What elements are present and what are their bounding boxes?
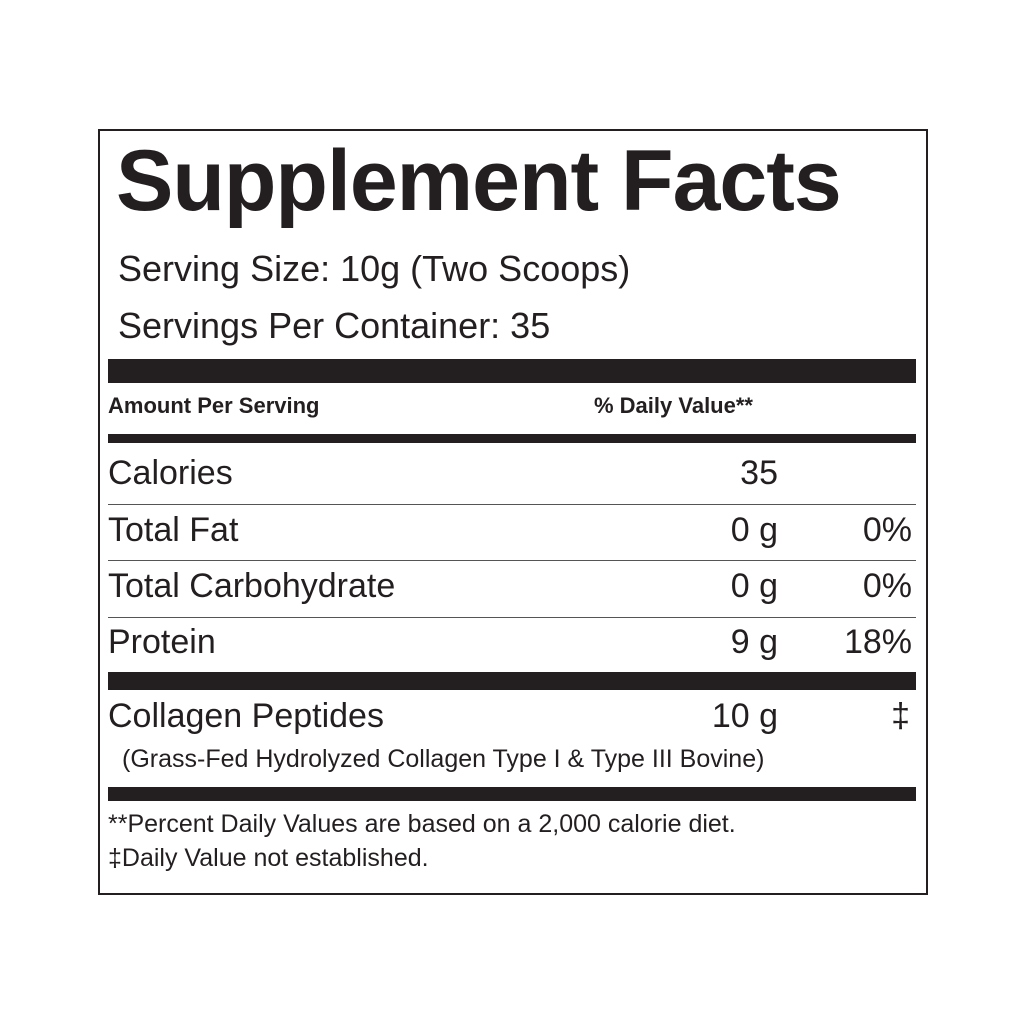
row-carbohydrate-dv: 0% — [862, 567, 912, 605]
footnote-daily-values: **Percent Daily Values are based on a 2,… — [108, 810, 736, 838]
row-calories-amount: 35 — [740, 454, 778, 492]
divider-thick — [108, 672, 916, 690]
divider-medium — [108, 434, 916, 443]
row-protein-amount: 9 g — [730, 623, 778, 661]
row-total-fat-dv: 0% — [862, 511, 912, 549]
row-total-fat-label: Total Fat — [108, 511, 239, 549]
collagen-label: Collagen Peptides — [108, 697, 384, 735]
row-calories-label: Calories — [108, 454, 233, 492]
divider-thick — [108, 359, 916, 383]
divider-thick — [108, 787, 916, 801]
row-carbohydrate-label: Total Carbohydrate — [108, 567, 396, 605]
divider-thin — [108, 617, 916, 618]
row-protein-label: Protein — [108, 623, 216, 661]
row-total-fat-amount: 0 g — [730, 511, 778, 549]
footnote-not-established: ‡Daily Value not established. — [108, 844, 429, 872]
supplement-facts-panel — [98, 129, 928, 895]
servings-per-container: Servings Per Container: 35 — [118, 305, 551, 346]
collagen-amount: 10 g — [711, 697, 778, 735]
collagen-dv-symbol: ‡ — [891, 697, 910, 735]
divider-thin — [108, 504, 916, 505]
daily-value-header: % Daily Value** — [594, 393, 753, 418]
panel-title: Supplement Facts — [116, 133, 842, 229]
row-protein-dv: 18% — [843, 623, 912, 661]
collagen-detail: (Grass-Fed Hydrolyzed Collagen Type I & … — [122, 745, 765, 773]
amount-per-serving-header: Amount Per Serving — [108, 393, 320, 418]
divider-thin — [108, 560, 916, 561]
row-carbohydrate-amount: 0 g — [730, 567, 778, 605]
serving-size: Serving Size: 10g (Two Scoops) — [118, 248, 631, 289]
